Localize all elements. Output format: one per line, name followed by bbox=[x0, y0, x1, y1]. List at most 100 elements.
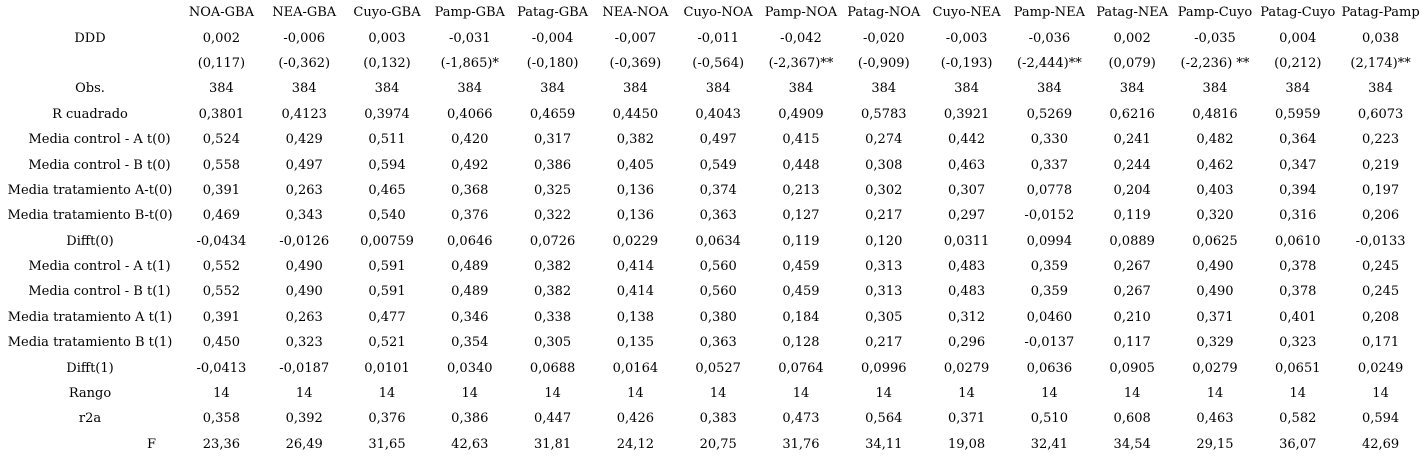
cell-value: 0,511 bbox=[368, 132, 406, 148]
column-header: Patag-NOA bbox=[847, 5, 921, 21]
cell-value: 0,323 bbox=[1279, 335, 1317, 351]
column-header: NEA-NOA bbox=[602, 5, 669, 21]
cell-value: 14 bbox=[958, 386, 975, 402]
cell-value: 14 bbox=[1206, 386, 1224, 402]
row-label: Difft(0) bbox=[66, 233, 114, 249]
cell-value: 0,330 bbox=[1030, 132, 1068, 148]
row-label: Media control - B t(1) bbox=[28, 284, 171, 300]
cell-value: 42,63 bbox=[451, 436, 489, 452]
cell-value: 0,0764 bbox=[778, 360, 824, 376]
cell-value: 0,510 bbox=[1030, 411, 1068, 427]
cell-value: 0,0101 bbox=[364, 360, 410, 376]
cell-value: 0,447 bbox=[533, 411, 572, 427]
cell-value: 384 bbox=[1119, 81, 1145, 97]
cell-value: 0,560 bbox=[699, 259, 737, 275]
table-row-r-squared: R cuadrado 0,3801 0,4123 0,3974 0,4066 0,4659… bbox=[0, 102, 1422, 127]
cell-value: 0,0249 bbox=[1357, 360, 1404, 376]
cell-value: 0,462 bbox=[1196, 157, 1234, 173]
cell-value: 0,217 bbox=[865, 208, 903, 224]
cell-value: 0,004 bbox=[1279, 30, 1317, 46]
cell-value: 0,594 bbox=[368, 157, 406, 173]
cell-value: 0,343 bbox=[285, 208, 323, 224]
cell-value: 0,403 bbox=[1196, 182, 1234, 198]
cell-value: -0,036 bbox=[1028, 30, 1071, 46]
column-header: Cuyo-NEA bbox=[932, 5, 1001, 21]
cell-value: 0,371 bbox=[947, 411, 986, 427]
cell-value: 0,003 bbox=[368, 30, 406, 46]
cell-value: 384 bbox=[1036, 81, 1062, 97]
cell-value: 0,4043 bbox=[695, 106, 741, 122]
row-label: Media tratamiento B t(1) bbox=[7, 335, 173, 351]
cell-value: 0,325 bbox=[533, 182, 572, 198]
cell-value: 0,0889 bbox=[1109, 233, 1155, 249]
cell-value: 14 bbox=[709, 386, 727, 402]
cell-value: 0,267 bbox=[1113, 259, 1151, 275]
row-label: Media control - A t(1) bbox=[28, 259, 171, 275]
cell-value: 0,549 bbox=[699, 157, 737, 173]
cell-value: 0,313 bbox=[865, 259, 903, 275]
cell-value: 32,41 bbox=[1030, 436, 1068, 452]
cell-value: 0,492 bbox=[451, 157, 489, 173]
cell-value: 0,490 bbox=[1196, 259, 1234, 275]
cell-value: 0,308 bbox=[865, 157, 903, 173]
cell-value: 0,489 bbox=[451, 284, 489, 300]
cell-value: 0,483 bbox=[947, 259, 986, 275]
cell-value: 0,415 bbox=[782, 132, 820, 148]
row-label-header bbox=[0, 0, 180, 25]
column-header: Pamp-Cuyo bbox=[1177, 5, 1253, 21]
cell-value: 0,0610 bbox=[1275, 233, 1321, 249]
cell-value: 0,482 bbox=[1196, 132, 1234, 148]
cell-value: 34,11 bbox=[865, 436, 903, 452]
cell-value: 0,465 bbox=[368, 182, 406, 198]
cell-value: 0,582 bbox=[1279, 411, 1317, 427]
cell-value: 0,136 bbox=[616, 182, 654, 198]
table-row-ddd-t-statistics: (0,117) (-0,362) (0,132) (-1,865)* (-0,180) (… bbox=[0, 51, 1422, 76]
cell-value: 0,5269 bbox=[1026, 106, 1073, 122]
cell-value: (2,174)** bbox=[1350, 55, 1411, 71]
cell-value: 0,594 bbox=[1361, 411, 1400, 427]
table-row-rango: Rango 14 14 14 14 14 14 14 14 14 14 14 14 14 14 14 bbox=[0, 381, 1422, 406]
cell-value: (-0,193) bbox=[940, 55, 993, 71]
cell-value: (-2,367)** bbox=[768, 55, 834, 71]
cell-value: 0,0634 bbox=[695, 233, 741, 249]
cell-value: 0,138 bbox=[616, 309, 654, 325]
cell-value: 0,0229 bbox=[612, 233, 659, 249]
cell-value: 0,414 bbox=[616, 259, 654, 275]
cell-value: 0,313 bbox=[865, 284, 903, 300]
cell-value: 0,359 bbox=[1030, 284, 1068, 300]
cell-value: 14 bbox=[1289, 386, 1307, 402]
cell-value: 0,317 bbox=[533, 132, 572, 148]
cell-value: 0,540 bbox=[368, 208, 406, 224]
row-label: DDD bbox=[74, 30, 106, 46]
cell-value: 0,490 bbox=[285, 284, 323, 300]
cell-value: 0,0646 bbox=[447, 233, 493, 249]
cell-value: 0,346 bbox=[451, 309, 489, 325]
row-label bbox=[0, 51, 180, 76]
cell-value: 0,241 bbox=[1113, 132, 1151, 148]
cell-value: 0,128 bbox=[782, 335, 820, 351]
cell-value: 0,5959 bbox=[1275, 106, 1321, 122]
row-label: F bbox=[146, 436, 156, 452]
cell-value: 0,136 bbox=[616, 208, 654, 224]
row-label: Media tratamiento A-t(0) bbox=[7, 182, 173, 198]
cell-value: -0,020 bbox=[862, 30, 905, 46]
cell-value: 0,380 bbox=[699, 309, 737, 325]
cell-value: 0,3801 bbox=[198, 106, 245, 122]
cell-value: 0,477 bbox=[368, 309, 406, 325]
row-label: Difft(1) bbox=[66, 360, 114, 376]
cell-value: 384 bbox=[540, 81, 565, 97]
table-header: NOA-GBA NEA-GBA Cuyo-GBA Pamp-GBA Patag-GBA N… bbox=[0, 0, 1422, 25]
cell-value: 0,5783 bbox=[861, 106, 907, 122]
cell-value: 0,386 bbox=[533, 157, 572, 173]
cell-value: 0,223 bbox=[1361, 132, 1400, 148]
cell-value: 26,49 bbox=[285, 436, 323, 452]
cell-value: 0,450 bbox=[202, 335, 240, 351]
cell-value: 0,184 bbox=[782, 309, 820, 325]
cell-value: (0,079) bbox=[1108, 55, 1156, 71]
cell-value: 0,244 bbox=[1113, 157, 1151, 173]
cell-value: 384 bbox=[208, 81, 234, 97]
cell-value: 0,463 bbox=[947, 157, 986, 173]
cell-value: 0,0905 bbox=[1109, 360, 1155, 376]
cell-value: 14 bbox=[295, 386, 313, 402]
table-row-media-tratamiento-b-t0: Media tratamiento B-t(0) 0,469 0,343 0,540 0… bbox=[0, 203, 1422, 228]
